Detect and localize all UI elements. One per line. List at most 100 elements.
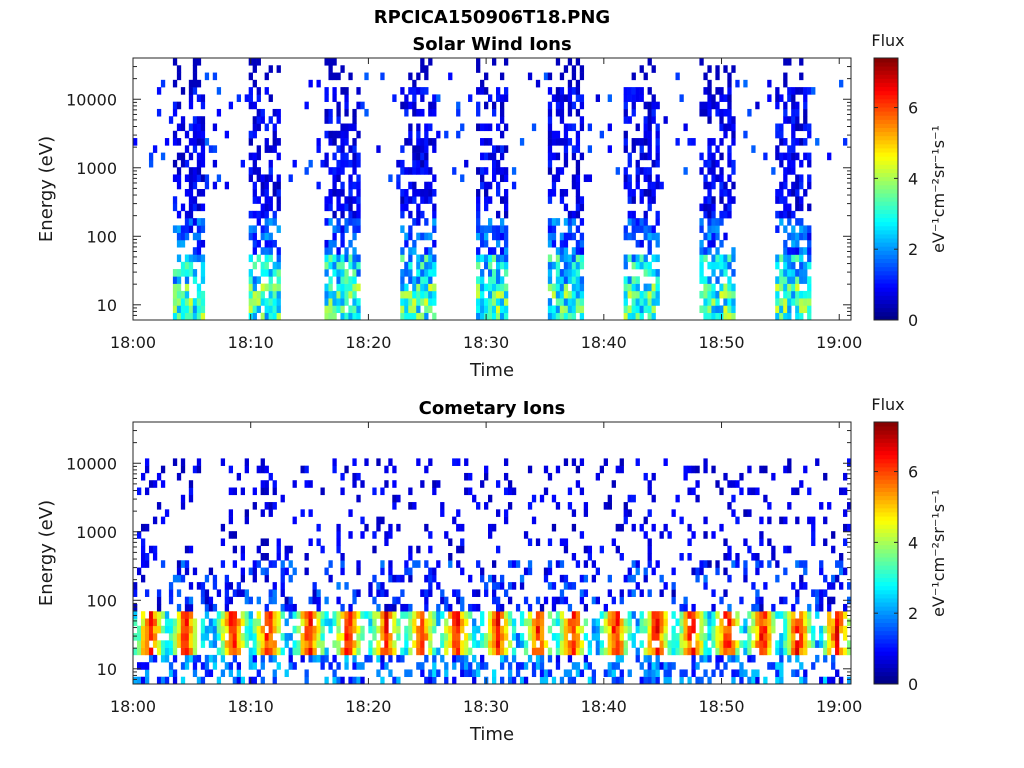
data-cell bbox=[244, 509, 249, 517]
data-cell bbox=[272, 312, 277, 321]
data-cell bbox=[799, 225, 804, 233]
data-cell bbox=[224, 625, 230, 634]
data-cell bbox=[180, 305, 186, 314]
data-cell bbox=[847, 618, 852, 627]
data-cell bbox=[535, 596, 541, 605]
data-cell bbox=[252, 159, 257, 168]
data-cell bbox=[671, 567, 676, 576]
data-cell bbox=[815, 458, 820, 466]
data-cell bbox=[184, 567, 190, 576]
data-cell bbox=[332, 254, 337, 263]
data-cell bbox=[256, 560, 261, 568]
data-cell bbox=[543, 669, 549, 678]
data-cell bbox=[567, 123, 573, 132]
data-cell bbox=[232, 545, 238, 554]
data-cell bbox=[272, 669, 277, 678]
data-cell bbox=[176, 618, 182, 627]
data-cell bbox=[619, 618, 624, 627]
data-cell bbox=[352, 283, 357, 292]
data-cell bbox=[252, 239, 257, 248]
data-cell bbox=[200, 625, 206, 634]
data-cell bbox=[815, 596, 820, 605]
data-cell bbox=[240, 567, 245, 576]
data-cell bbox=[547, 276, 553, 284]
data-cell bbox=[703, 669, 708, 678]
data-cell bbox=[787, 152, 792, 161]
data-cell bbox=[547, 138, 553, 146]
data-cell bbox=[424, 596, 429, 605]
data-cell bbox=[276, 276, 281, 284]
data-cell bbox=[248, 210, 253, 219]
data-cell bbox=[408, 618, 413, 627]
data-cell bbox=[759, 618, 764, 627]
data-cell bbox=[751, 611, 756, 619]
data-cell bbox=[488, 123, 493, 132]
figure-title: RPCICA150906T18.PNG bbox=[373, 7, 611, 28]
data-cell bbox=[480, 654, 485, 663]
data-cell bbox=[492, 669, 497, 678]
data-cell bbox=[539, 625, 545, 634]
colorbar-step bbox=[874, 98, 898, 104]
data-cell bbox=[531, 516, 537, 525]
data-cell bbox=[200, 239, 206, 248]
data-cell bbox=[328, 247, 333, 255]
data-cell bbox=[256, 218, 261, 226]
data-cell bbox=[184, 159, 190, 168]
data-cell bbox=[807, 611, 812, 619]
data-cell bbox=[212, 654, 218, 663]
data-cell bbox=[547, 305, 553, 314]
data-cell bbox=[731, 116, 736, 124]
data-cell bbox=[180, 676, 186, 685]
data-cell bbox=[420, 662, 425, 670]
colorbar-step bbox=[874, 462, 898, 468]
data-cell bbox=[168, 647, 174, 656]
data-cell bbox=[563, 65, 569, 73]
data-cell bbox=[559, 239, 565, 248]
data-cell bbox=[787, 312, 792, 321]
data-cell bbox=[236, 647, 241, 656]
data-cell bbox=[627, 669, 632, 678]
data-cell bbox=[268, 145, 273, 153]
data-cell bbox=[328, 72, 333, 81]
data-cell bbox=[136, 662, 142, 670]
data-cell bbox=[707, 298, 712, 306]
data-cell bbox=[743, 669, 748, 678]
data-cell bbox=[272, 625, 277, 634]
data-cell bbox=[707, 138, 712, 146]
data-cell bbox=[499, 108, 505, 117]
data-cell bbox=[531, 494, 537, 503]
data-cell bbox=[252, 130, 257, 139]
data-cell bbox=[428, 290, 433, 299]
data-cell bbox=[133, 618, 138, 627]
data-cell bbox=[799, 647, 804, 656]
data-cell bbox=[663, 676, 668, 685]
data-cell bbox=[647, 560, 652, 568]
data-cell bbox=[735, 79, 740, 88]
data-cell bbox=[623, 130, 628, 139]
data-cell bbox=[787, 218, 792, 226]
data-cell bbox=[192, 138, 198, 146]
data-cell bbox=[631, 312, 636, 321]
data-cell bbox=[647, 138, 652, 146]
data-cell bbox=[400, 210, 405, 219]
data-cell bbox=[200, 261, 206, 270]
data-cell bbox=[160, 625, 166, 634]
data-cell bbox=[703, 465, 708, 474]
data-cell bbox=[799, 261, 804, 270]
data-cell bbox=[436, 130, 441, 139]
data-cell bbox=[384, 531, 389, 539]
data-cell bbox=[707, 116, 712, 124]
data-cell bbox=[276, 196, 281, 204]
data-cell bbox=[416, 123, 421, 132]
data-cell bbox=[260, 567, 265, 576]
data-cell bbox=[176, 101, 182, 110]
data-cell bbox=[460, 647, 465, 656]
data-cell bbox=[356, 203, 361, 212]
data-cell bbox=[647, 174, 652, 183]
data-cell bbox=[803, 618, 808, 627]
data-cell bbox=[703, 290, 708, 299]
data-cell bbox=[719, 654, 724, 663]
data-cell bbox=[807, 640, 812, 648]
